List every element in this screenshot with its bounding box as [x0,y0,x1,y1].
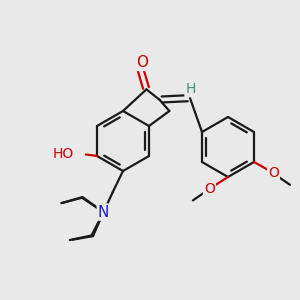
Text: N: N [98,205,109,220]
Text: O: O [136,55,148,70]
Text: H: H [185,82,196,96]
Text: HO: HO [53,147,74,161]
Text: O: O [204,182,215,196]
Text: O: O [268,167,279,180]
